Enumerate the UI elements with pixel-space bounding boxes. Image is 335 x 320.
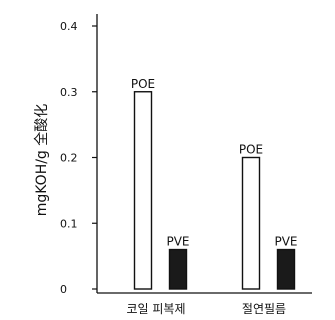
bar-pve [276,248,296,290]
bar-poe [133,91,153,290]
x-category-label: 절연필름 [242,302,286,316]
bar-data-label: PVE [166,235,189,249]
y-ticks: 0 0.1 0.2 0.3 0.4 [60,20,97,296]
bar-data-label: POE [239,143,263,157]
bar-poe [241,156,261,290]
bars: POE POE PVE PVE [131,77,298,290]
bar-data-label: PVE [274,235,297,249]
y-tick-label: 0.2 [60,152,78,165]
bar-data-label: POE [131,77,155,91]
x-categories: 코일 피복제 절연필름 [126,302,286,316]
y-tick-label: 0.1 [60,217,78,230]
x-category-label: 코일 피복제 [126,302,185,316]
y-tick-label: 0 [60,283,67,296]
y-axis: 0 0.1 0.2 0.3 0.4 mgKOH/g 全酸化 [33,14,98,296]
y-tick-label: 0.4 [60,20,78,33]
x-axis: 코일 피복제 절연필름 [97,292,312,316]
y-axis-label: mgKOH/g 全酸化 [33,104,50,217]
y-tick-label: 0.3 [60,86,78,99]
bar-pve [168,248,188,290]
